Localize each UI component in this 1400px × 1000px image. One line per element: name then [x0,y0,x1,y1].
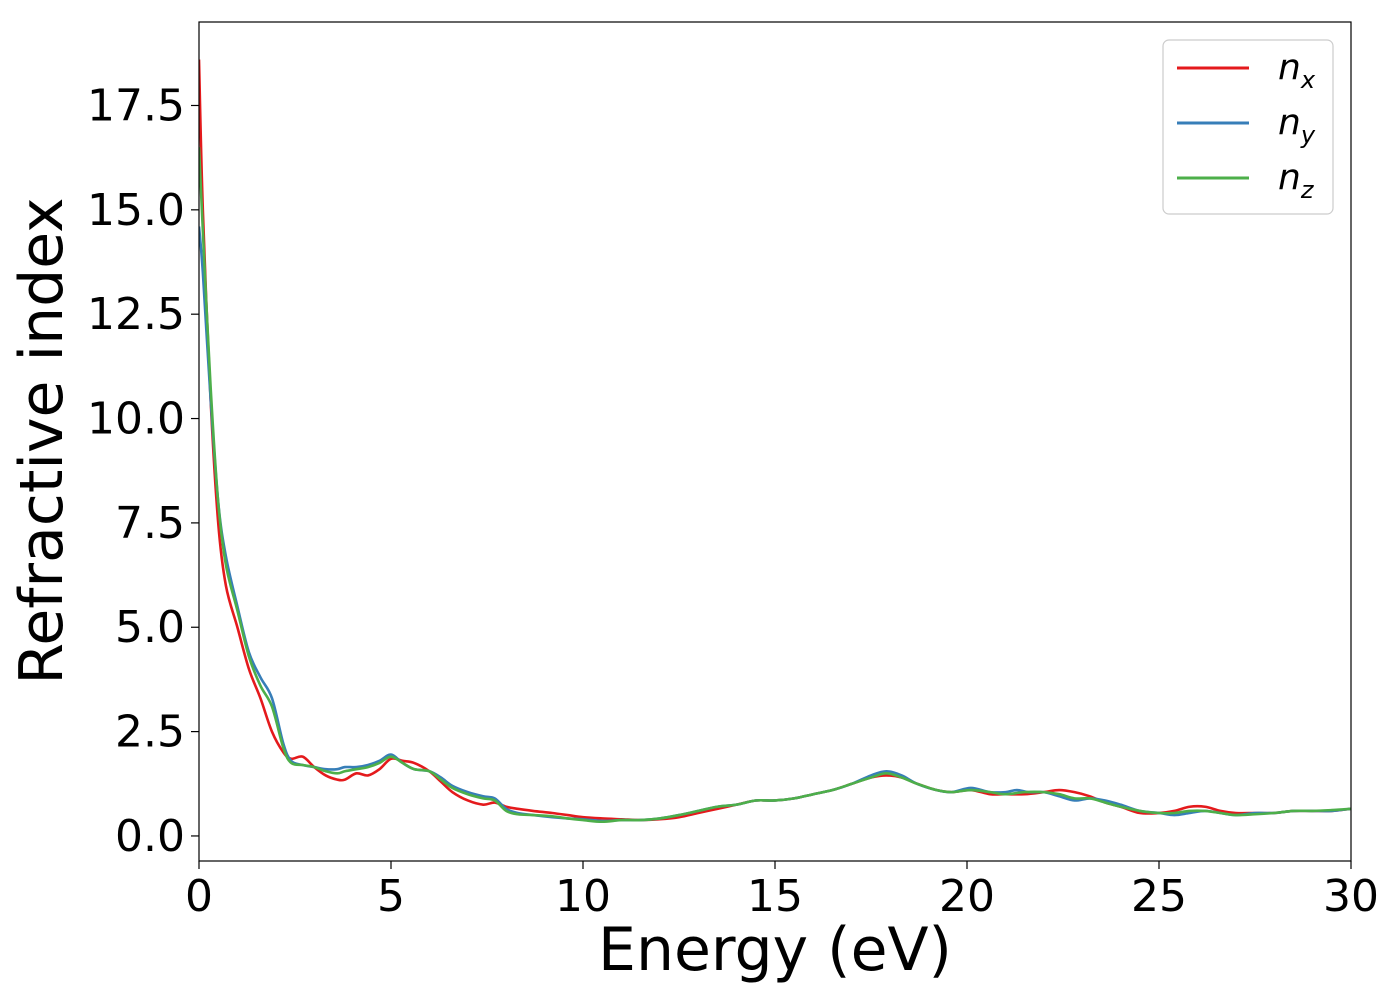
legend-label-base: n [1278,102,1301,143]
legend-label-subscript: y [1300,121,1316,149]
legend-label-n-x: nx [1278,47,1316,94]
legend-label-base: n [1278,47,1301,88]
y-tick-label: 0.0 [115,811,185,862]
y-axis: 0.0 2.5 5.0 7.5 10.0 12.5 15.0 17.5 [87,80,199,862]
legend-label-base: n [1278,157,1301,198]
legend-label-n-y: ny [1278,102,1316,149]
y-axis-title: Refractive index [7,197,77,684]
x-tick-label: 0 [185,871,213,922]
legend-label-subscript: z [1300,176,1315,204]
legend-box [1162,39,1334,215]
x-tick-label: 20 [939,871,995,922]
y-tick-label: 12.5 [87,289,185,340]
x-tick-label: 30 [1323,871,1379,922]
y-tick-label: 7.5 [115,498,185,549]
x-axis: 0 5 10 15 20 25 30 [185,861,1379,922]
series-line-n-z [199,147,1351,824]
y-tick-label: 5.0 [115,602,185,653]
x-axis-title: Energy (eV) [598,915,952,985]
legend-label-n-z: nz [1278,157,1315,204]
x-tick-label: 5 [377,871,405,922]
x-tick-label: 10 [555,871,611,922]
x-tick-label: 15 [747,871,803,922]
y-tick-label: 10.0 [87,394,185,445]
series-layer [199,59,1351,824]
y-tick-label: 2.5 [115,707,185,758]
x-tick-label: 25 [1131,871,1187,922]
legend-label-subscript: x [1300,66,1316,94]
y-tick-label: 15.0 [87,185,185,236]
y-tick-label: 17.5 [87,80,185,131]
